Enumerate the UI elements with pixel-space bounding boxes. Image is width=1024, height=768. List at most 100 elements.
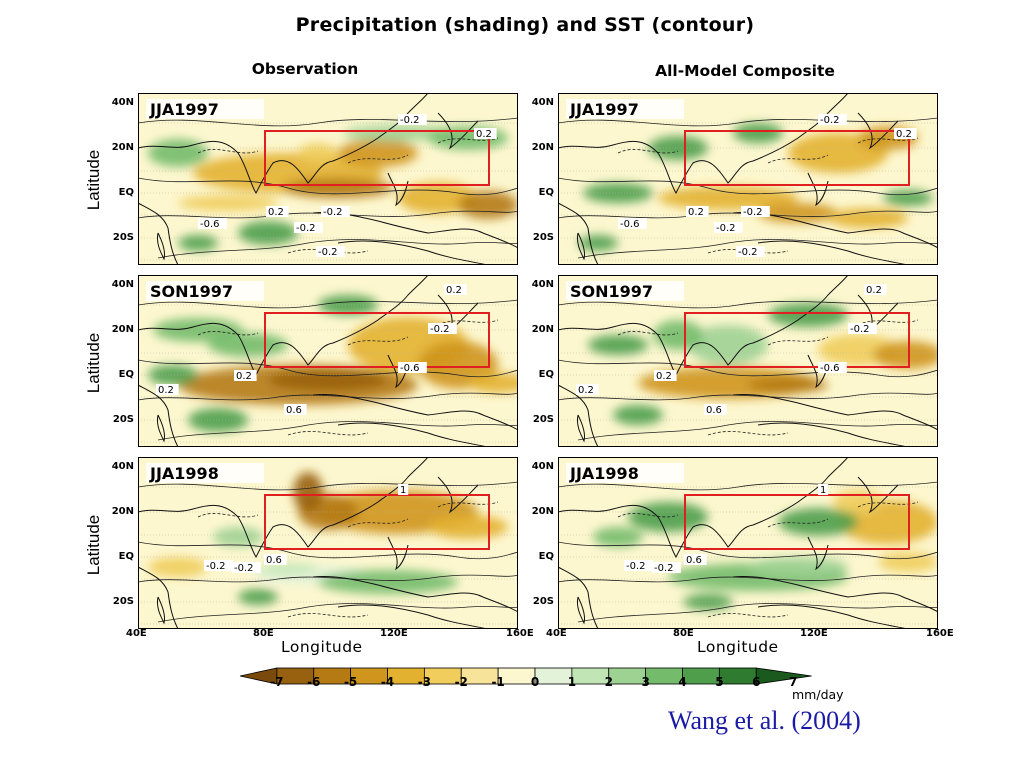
sst-contour [577, 421, 938, 441]
contour-label: 0.6 [286, 405, 302, 416]
contour-label: -0.2 [738, 247, 758, 258]
sst-contour [558, 392, 938, 401]
lat-tick-label: 20S [532, 414, 554, 425]
index-region-box [684, 130, 910, 186]
sst-contour-negative [767, 518, 829, 528]
contour-label: -0.2 [850, 324, 870, 335]
colorbar-tick-label: -5 [343, 675, 358, 689]
precip-anomaly [588, 335, 648, 355]
panel-season-label: JJA1997 [569, 100, 639, 119]
precip-anomaly [578, 235, 618, 251]
precip-anomaly [653, 320, 703, 350]
coastline [807, 172, 829, 207]
contour-label: 0.6 [706, 405, 722, 416]
coastline [732, 394, 938, 431]
contour-label: -0.6 [620, 219, 640, 230]
contour-label: 0.6 [686, 555, 702, 566]
contour-label-bg [818, 484, 829, 495]
lat-tick-label: 20N [111, 324, 134, 335]
contour-label: -0.2 [430, 324, 450, 335]
panel-frame [138, 457, 518, 629]
contour-label: -0.2 [654, 563, 674, 574]
lat-tick-label: EQ [538, 187, 554, 198]
colorbar-arrow-right [755, 667, 812, 685]
coastline [387, 172, 409, 207]
precip-anomaly [833, 490, 883, 514]
sst-contour-negative [707, 431, 789, 436]
sst-contour-negative [347, 336, 409, 346]
sst-contour [577, 239, 938, 259]
map-panel: SON1997 0.2 -0.2 0.2 -0.6 0.2 0.6 [558, 275, 938, 447]
panel-season-label: JJA1997 [149, 100, 219, 119]
y-axis-label: Latitude [84, 514, 103, 576]
contour-label: 0.2 [688, 207, 704, 218]
contour-label: 0.2 [446, 285, 462, 296]
sst-contour-negative [767, 154, 829, 164]
colorbar-tick-label: -2 [454, 675, 468, 689]
contour-label: -0.2 [716, 223, 736, 234]
coastline [157, 232, 165, 261]
contour-label: 0.2 [866, 285, 882, 296]
contour-label-bg [818, 362, 847, 373]
x-axis-label: Longitude [281, 638, 363, 656]
precip-anomaly [613, 405, 663, 425]
lat-tick-label: EQ [118, 369, 134, 380]
coastline [337, 240, 489, 265]
panel-label-bg [566, 99, 684, 119]
precip-anomaly [258, 563, 318, 575]
contour-label: -0.2 [318, 247, 338, 258]
sst-contour-negative [197, 149, 259, 154]
colorbar-tick-label: 0 [530, 675, 540, 689]
panel-season-label: SON1997 [150, 282, 233, 301]
lon-tick-label: 120E [800, 628, 828, 639]
lon-tick-label: 40E [126, 628, 147, 639]
contour-label-bg [234, 370, 257, 381]
panel-label-bg [566, 281, 684, 301]
coastline [157, 414, 165, 443]
precip-anomaly [298, 143, 338, 163]
coastline [577, 414, 585, 443]
citation: Wang et al. (2004) [668, 706, 861, 735]
sst-contour-negative [347, 154, 409, 164]
coastline [558, 384, 599, 447]
contour-label-bg [864, 284, 887, 295]
panel-season-label: JJA1998 [149, 464, 219, 483]
colorbar-tick-label: 3 [641, 675, 650, 689]
contour-label: 0.2 [476, 129, 492, 140]
precip-anomaly [148, 557, 208, 577]
panel-label-bg [566, 463, 684, 483]
contour-label: 0.2 [268, 207, 284, 218]
colorbar [240, 667, 812, 685]
lat-tick-label: 20N [111, 506, 134, 517]
coastline [558, 566, 599, 629]
colorbar-tick-label: -7 [270, 675, 284, 689]
map-panel: JJA1997 -0.2 0.2 0.2 -0.2 -0.6 -0.2 -0.2 [138, 93, 518, 265]
sst-contour [138, 574, 518, 583]
precip-anomaly [593, 527, 643, 547]
precip-anomaly [293, 472, 323, 512]
precip-anomaly [883, 190, 933, 206]
coastline [138, 566, 179, 629]
panel-label-bg [146, 463, 264, 483]
contour-label: 1 [400, 485, 406, 496]
precip-anomaly [733, 123, 783, 143]
contour-label: -0.2 [743, 207, 763, 218]
panel-frame [138, 93, 518, 265]
colorbar-tick-label: -1 [491, 675, 505, 689]
colorbar-tick-label: 5 [715, 675, 724, 689]
contour-label-bg [652, 562, 681, 573]
lat-tick-label: 20S [112, 232, 134, 243]
y-axis-label: Latitude [84, 332, 103, 394]
panel-season-label: JJA1998 [569, 464, 639, 483]
lat-tick-label: 40N [531, 97, 554, 108]
precip-anomaly [758, 203, 838, 223]
coastline [807, 536, 829, 571]
figure-title: Precipitation (shading) and SST (contour… [295, 14, 755, 36]
coastline [757, 422, 909, 447]
contour-label-bg [398, 484, 409, 495]
coastline [337, 604, 489, 629]
lat-tick-label: 40N [531, 461, 554, 472]
contour-label-bg [444, 284, 467, 295]
lat-tick-label: 20N [531, 506, 554, 517]
coastline [732, 576, 938, 613]
